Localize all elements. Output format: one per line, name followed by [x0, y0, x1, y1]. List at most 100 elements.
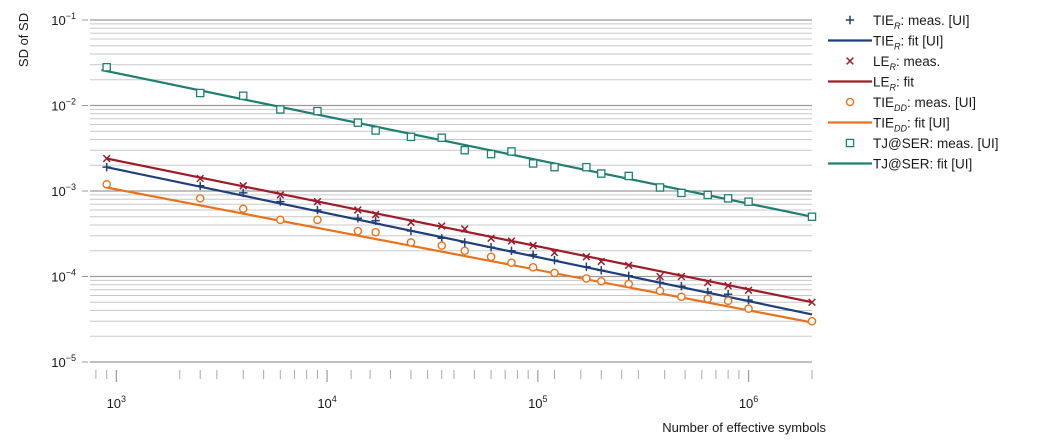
- data-point: [624, 171, 633, 181]
- fit-line: [106, 166, 813, 316]
- legend-label: TIER: meas. [UI]: [873, 13, 970, 31]
- legend-item: TIEDD: fit [UI]: [828, 116, 950, 134]
- data-point: [486, 243, 496, 252]
- legend-label: TJ@SER: fit [UI]: [873, 157, 972, 172]
- data-point: [597, 257, 606, 266]
- legend: TIER: meas. [UI] TIER: fit [UI] LER: meas.…: [828, 13, 999, 172]
- data-point: [276, 197, 285, 206]
- data-point: [276, 191, 285, 199]
- data-point: [582, 274, 591, 283]
- data-point: [744, 295, 753, 305]
- legend-item: TJ@SER: fit [UI]: [828, 157, 972, 172]
- data-point: [407, 218, 415, 227]
- legend-item: TIER: meas. [UI]: [845, 13, 970, 31]
- data-point: [276, 105, 285, 114]
- data-point: [313, 215, 322, 225]
- data-point: [371, 227, 380, 237]
- data-point: [353, 206, 362, 214]
- data-point: [313, 106, 322, 116]
- x-tick-label: 105: [528, 394, 547, 411]
- x-tick-label: 106: [739, 394, 758, 411]
- legend-item: TIEDD: meas. [UI]: [845, 95, 976, 113]
- data-point: [677, 272, 686, 281]
- x-axis-label: Number of effective symbols: [662, 420, 826, 435]
- measurement-series: [102, 154, 816, 307]
- data-point: [102, 179, 111, 189]
- data-point: [195, 88, 205, 98]
- data-point: [846, 57, 854, 65]
- legend-label: LER: meas.: [873, 54, 940, 72]
- data-point: [406, 132, 416, 142]
- data-point: [460, 246, 470, 256]
- data-point: [807, 212, 817, 221]
- data-point: [371, 216, 380, 225]
- data-point: [845, 138, 855, 148]
- data-point: [507, 237, 516, 245]
- data-point: [195, 181, 205, 191]
- data-point: [238, 91, 248, 101]
- data-point: [582, 252, 591, 261]
- data-point: [313, 205, 322, 215]
- data-point: [239, 188, 248, 198]
- data-point: [102, 162, 111, 172]
- x-tick-label: 103: [107, 394, 126, 411]
- data-point: [486, 252, 496, 262]
- data-point: [239, 181, 248, 190]
- data-point: [624, 271, 633, 280]
- data-point: [582, 262, 591, 271]
- data-point: [195, 194, 205, 203]
- data-point: [460, 225, 469, 233]
- legend-item: LER: meas.: [846, 54, 940, 72]
- data-point: [437, 241, 447, 250]
- data-point: [529, 241, 538, 250]
- data-point: [807, 316, 817, 326]
- data-point: [371, 126, 380, 135]
- y-tick-label: 10−4: [51, 268, 76, 285]
- data-point: [238, 204, 248, 214]
- data-point: [624, 279, 634, 289]
- y-tick-label: 10−3: [51, 182, 76, 199]
- data-point: [655, 278, 665, 287]
- data-point: [353, 214, 363, 223]
- data-point: [276, 215, 285, 225]
- measurement-series: [102, 179, 817, 326]
- data-point: [656, 272, 664, 281]
- data-point: [313, 197, 322, 206]
- data-point: [744, 304, 753, 314]
- y-tick-label: 10−2: [51, 97, 76, 114]
- data-point: [703, 294, 713, 303]
- plot-area: [101, 63, 817, 326]
- data-point: [437, 234, 446, 243]
- data-point: [550, 268, 559, 278]
- fit-line: [101, 68, 813, 218]
- measurement-series: [102, 162, 753, 305]
- y-tick-label: 10−5: [51, 353, 76, 370]
- data-point: [724, 281, 733, 290]
- data-point: [102, 154, 111, 163]
- data-point: [353, 118, 363, 127]
- data-point: [353, 226, 363, 236]
- data-point: [655, 286, 665, 296]
- data-point: [845, 15, 855, 25]
- data-point: [655, 183, 665, 192]
- data-point: [582, 162, 591, 172]
- data-point: [507, 246, 516, 255]
- fit-line: [106, 157, 813, 304]
- data-point: [744, 286, 753, 295]
- data-point: [528, 159, 538, 168]
- y-axis-label: SD of SD: [16, 13, 31, 67]
- data-point: [597, 169, 606, 178]
- data-point: [487, 234, 495, 243]
- legend-label: TJ@SER: meas. [UI]: [873, 136, 999, 151]
- data-point: [102, 63, 111, 72]
- legend-item: TIER: fit [UI]: [828, 34, 943, 52]
- data-point: [406, 238, 416, 247]
- data-point: [723, 194, 733, 203]
- axes: 10−5 10−4 10−3 10−2 10−1 103 104 105 106: [51, 11, 813, 411]
- data-point: [597, 266, 606, 275]
- data-point: [196, 174, 205, 183]
- data-point: [486, 149, 496, 159]
- legend-label: LER: fit: [873, 75, 914, 93]
- legend-label: TIEDD: meas. [UI]: [873, 95, 976, 113]
